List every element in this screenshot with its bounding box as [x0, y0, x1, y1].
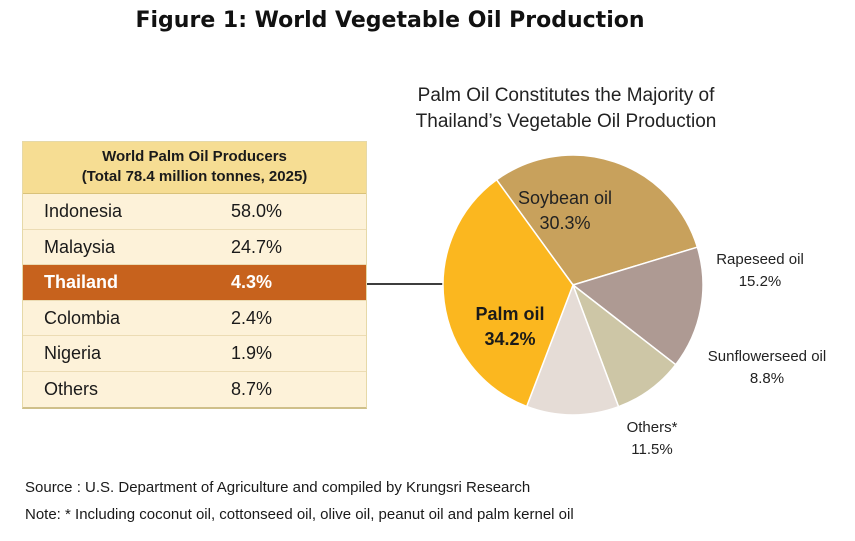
slice-label: Others* [627, 419, 678, 436]
producers-table-header: World Palm Oil Producers (Total 78.4 mil… [23, 142, 366, 194]
slice-label: Sunflowerseed oil [708, 348, 826, 365]
figure-title: Figure 1: World Vegetable Oil Production [135, 8, 645, 33]
country-name: Indonesia [44, 201, 123, 221]
footnote: Note: * Including coconut oil, cottonsee… [25, 506, 574, 523]
country-share: 4.3% [231, 272, 273, 292]
country-name: Colombia [44, 307, 121, 328]
pie-chart-title-line2: Thailand’s Vegetable Oil Production [415, 111, 717, 132]
slice-value-label: 11.5% [631, 441, 672, 458]
slice-value-label: 15.2% [739, 273, 782, 290]
pie-slice-others [525, 282, 620, 416]
slice-value-label: 34.2% [484, 329, 535, 349]
pie-chart-title: Palm Oil Constitutes the Majority of Tha… [378, 83, 754, 135]
slice-label: Palm oil [475, 304, 544, 324]
country-name: Malaysia [44, 236, 116, 257]
table-row-indonesia: Indonesia 58.0% [23, 194, 366, 230]
pie-slice-rapeseed-oil [571, 246, 704, 366]
country-name: Thailand [44, 272, 119, 292]
country-share: 8.7% [231, 378, 273, 399]
pie-chart-title-line1: Palm Oil Constitutes the Majority of [417, 85, 715, 106]
palm-oil-producers-table: World Palm Oil Producers (Total 78.4 mil… [22, 141, 367, 409]
producers-table-title: World Palm Oil Producers [102, 148, 287, 165]
source-note: Source : U.S. Department of Agriculture … [25, 479, 531, 496]
table-row-malaysia: Malaysia 24.7% [23, 229, 366, 265]
slice-value-label: 8.8% [750, 370, 784, 387]
pie-slice-soybean-oil [495, 154, 699, 286]
slice-value-label: 30.3% [539, 213, 590, 233]
country-share: 58.0% [231, 201, 283, 221]
country-share: 2.4% [231, 307, 273, 328]
country-name: Others [44, 378, 99, 399]
pie-slice-palm-oil [442, 178, 574, 408]
country-share: 24.7% [231, 236, 283, 257]
country-name: Nigeria [44, 343, 102, 363]
pie-labels: Soybean oil 30.3% Rapeseed oil 15.2% Sunflow… [475, 188, 826, 458]
table-row-thailand: Thailand 4.3% [23, 265, 366, 301]
table-row-others: Others 8.7% [23, 371, 366, 407]
country-share: 1.9% [231, 343, 273, 363]
producers-table-subtitle: (Total 78.4 million tonnes, 2025) [81, 168, 308, 185]
slice-label: Soybean oil [518, 188, 612, 208]
table-row-nigeria: Nigeria 1.9% [23, 336, 366, 372]
pie-slices [442, 154, 704, 416]
connector-line [367, 283, 467, 285]
table-row-colombia: Colombia 2.4% [23, 300, 366, 336]
slice-label: Rapeseed oil [716, 251, 804, 268]
